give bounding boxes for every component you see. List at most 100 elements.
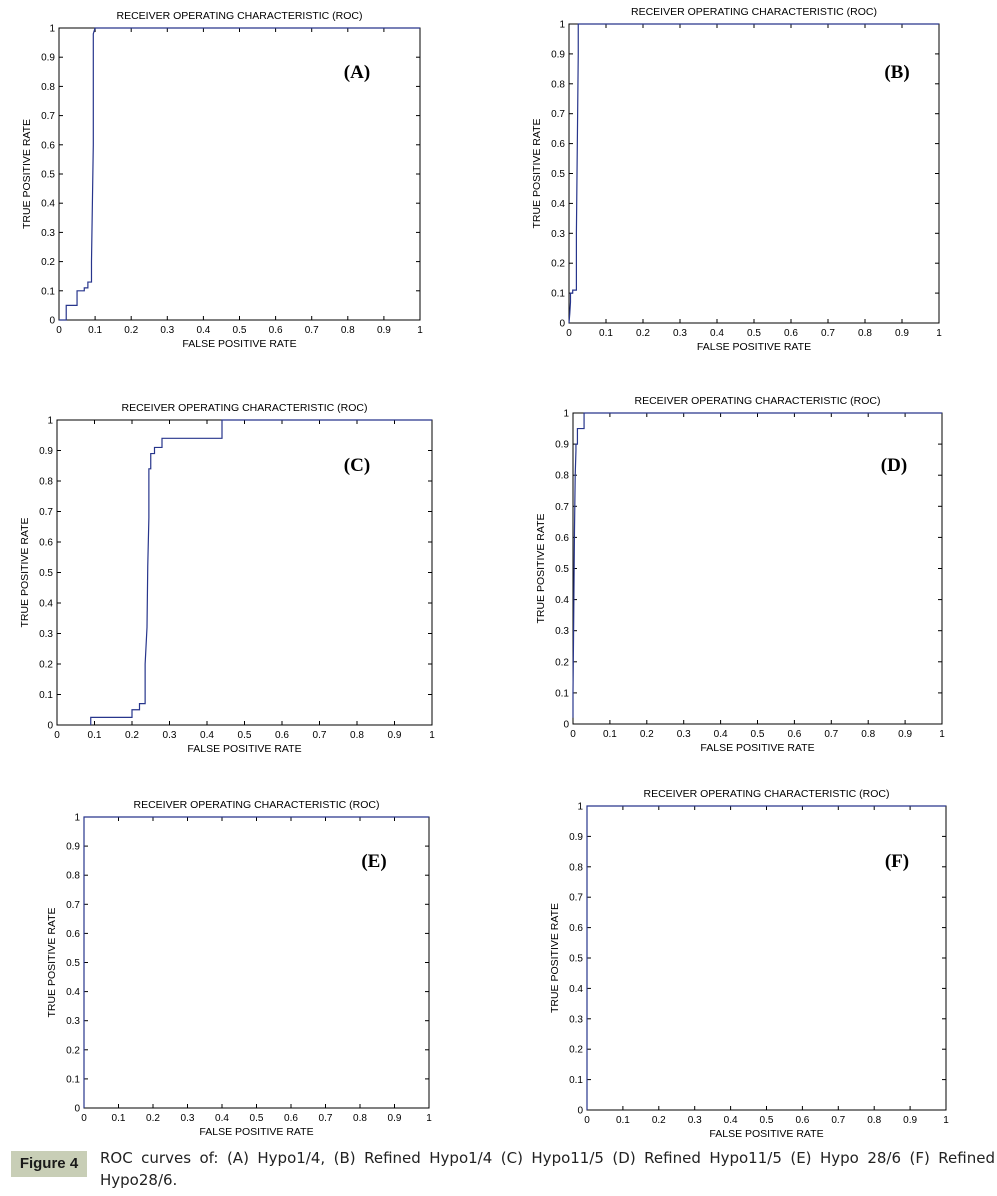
panel-e-xtick-label: 1 [426, 1113, 432, 1124]
panel-a-xtick-label: 0.4 [196, 325, 210, 336]
panel-b-xtick-label: 0.2 [636, 328, 650, 339]
panel-c-ytick-label: 0.9 [39, 446, 53, 457]
panel-c-xtick-label: 0.7 [313, 730, 327, 741]
panel-f-xtick-label: 0.6 [795, 1115, 809, 1126]
panel-b-ytick-label: 0.5 [551, 169, 565, 180]
panel-d-ytick-label: 0.5 [555, 564, 569, 575]
panel-a-ytick-label: 1 [49, 24, 55, 35]
panel-b-title: RECEIVER OPERATING CHARACTERISTIC (ROC) [631, 6, 877, 18]
panel-f-ytick-label: 0.1 [569, 1075, 583, 1086]
panel-c-ytick-label: 0.3 [39, 629, 53, 640]
panel-b-xtick-label: 1 [936, 328, 942, 339]
panel-d-xtick-label: 0.5 [751, 729, 765, 740]
panel-e-ytick-label: 0.1 [66, 1074, 80, 1085]
panel-a-xtick-label: 1 [417, 325, 423, 336]
panel-f-ytick-label: 0.9 [569, 832, 583, 843]
panel-b-xlabel: FALSE POSITIVE RATE [697, 341, 811, 353]
panel-b-ytick-label: 0.4 [551, 199, 565, 210]
panel-f-xlabel: FALSE POSITIVE RATE [709, 1128, 823, 1140]
panel-e-ytick-label: 0 [74, 1104, 80, 1115]
panel-e-xlabel: FALSE POSITIVE RATE [199, 1126, 313, 1138]
panel-d-xtick-label: 0.2 [640, 729, 654, 740]
panel-a-xtick-label: 0.3 [160, 325, 174, 336]
panel-a-xtick-label: 0.6 [269, 325, 283, 336]
panel-c-xtick-label: 0.2 [125, 730, 139, 741]
panel-a-ytick-label: 0.7 [41, 111, 55, 122]
panel-c-ytick-label: 0.7 [39, 507, 53, 518]
panel-d-xtick-label: 1 [939, 729, 945, 740]
panel-d-ytick-label: 1 [563, 409, 569, 420]
panel-e-ylabel: TRUE POSITIVE RATE [46, 907, 58, 1017]
panel-c-ytick-label: 1 [47, 416, 53, 427]
panel-e-roc-curve [83, 816, 429, 1108]
panel-b-ytick-label: 0.7 [551, 109, 565, 120]
panel-f-ytick-label: 0.8 [569, 862, 583, 873]
panel-b-xtick-label: 0.1 [599, 328, 613, 339]
panel-c-ytick-label: 0 [47, 721, 53, 732]
panel-e-tag: (E) [361, 851, 386, 872]
panel-c-roc-curve [90, 419, 432, 725]
panel-a-xlabel: FALSE POSITIVE RATE [182, 338, 296, 350]
panel-c-xtick-label: 1 [429, 730, 435, 741]
panel-e-xtick-label: 0.2 [146, 1113, 160, 1124]
panel-d-title: RECEIVER OPERATING CHARACTERISTIC (ROC) [635, 395, 881, 407]
panel-a-ytick-label: 0.4 [41, 199, 55, 210]
panel-e-title: RECEIVER OPERATING CHARACTERISTIC (ROC) [134, 799, 380, 811]
figure-label-badge: Figure 4 [11, 1151, 87, 1177]
panel-f-xtick-label: 0.3 [688, 1115, 702, 1126]
figure-caption-text: ROC curves of: (A) Hypo1/4, (B) Refined … [100, 1149, 995, 1189]
panel-c-ytick-label: 0.1 [39, 690, 53, 701]
panel-b: 0 0.1 0.2 0.3 0.4 0.5 0.6 0.7 0.8 0.9 1 0 0.1 0.2 0.3 0… [531, 6, 942, 353]
panel-f-ytick-label: 0.5 [569, 954, 583, 965]
panel-b-ytick-label: 0 [559, 319, 565, 330]
panel-e-ytick-label: 0.8 [66, 871, 80, 882]
panel-d-ytick-label: 0.2 [555, 657, 569, 668]
panel-f: 0 0.1 0.2 0.3 0.4 0.5 0.6 0.7 0.8 0.9 1 0 0.1 0.2 0.3 0… [549, 788, 949, 1140]
panel-e-ytick-label: 0.9 [66, 842, 80, 853]
panel-a-ytick-label: 0 [49, 316, 55, 327]
panel-d-tag: (D) [881, 455, 907, 476]
panel-f-xtick-label: 0 [584, 1115, 590, 1126]
panel-f-xtick-label: 0.8 [867, 1115, 881, 1126]
panel-a-ytick-label: 0.6 [41, 140, 55, 151]
panel-c-tag: (C) [344, 455, 370, 476]
panel-b-ytick-label: 0.2 [551, 259, 565, 270]
panel-c-xtick-label: 0.6 [275, 730, 289, 741]
panel-f-ytick-label: 0.3 [569, 1014, 583, 1025]
panel-d-xtick-label: 0.7 [824, 729, 838, 740]
panel-d-xtick-label: 0.3 [677, 729, 691, 740]
panel-f-title: RECEIVER OPERATING CHARACTERISTIC (ROC) [644, 788, 890, 800]
panel-f-xtick-label: 0.4 [724, 1115, 738, 1126]
panel-f-ytick-label: 0.6 [569, 923, 583, 934]
panel-c-ytick-label: 0.4 [39, 599, 53, 610]
panel-a-xtick-label: 0.7 [305, 325, 319, 336]
panel-c-ylabel: TRUE POSITIVE RATE [19, 517, 31, 627]
panel-a-ytick-label: 0.2 [41, 257, 55, 268]
panel-a-title: RECEIVER OPERATING CHARACTERISTIC (ROC) [117, 10, 363, 22]
panel-d-ytick-label: 0.4 [555, 595, 569, 606]
panel-e-xtick-label: 0.9 [388, 1113, 402, 1124]
panel-b-ytick-label: 0.3 [551, 229, 565, 240]
panel-c-xtick-label: 0 [54, 730, 60, 741]
panel-e-xtick-label: 0.5 [250, 1113, 264, 1124]
panel-a-tag: (A) [344, 62, 370, 83]
panel-d: 0 0.1 0.2 0.3 0.4 0.5 0.6 0.7 0.8 0.9 1 0 0.1 0.2 0.3 0… [535, 395, 945, 754]
roc-figure: 0 0.1 0.2 0.3 0.4 0.5 0.6 0.7 0.8 0.9 1 0 0.1 0.2 0.3 0… [19, 6, 949, 1140]
panel-b-xtick-label: 0.8 [858, 328, 872, 339]
panel-d-xtick-label: 0.6 [787, 729, 801, 740]
panel-f-xtick-label: 0.9 [903, 1115, 917, 1126]
panel-d-ytick-label: 0.7 [555, 502, 569, 513]
panel-c-xlabel: FALSE POSITIVE RATE [187, 743, 301, 755]
panel-b-ytick-label: 0.9 [551, 49, 565, 60]
panel-f-ytick-label: 0 [577, 1106, 583, 1117]
panel-a-ytick-label: 0.3 [41, 228, 55, 239]
panel-d-xtick-label: 0.1 [603, 729, 617, 740]
panel-a-xtick-label: 0.1 [88, 325, 102, 336]
panel-f-xtick-label: 0.2 [652, 1115, 666, 1126]
panel-d-ytick-label: 0.1 [555, 688, 569, 699]
panel-d-ytick-label: 0.9 [555, 440, 569, 451]
panel-c-ytick-label: 0.6 [39, 538, 53, 549]
panel-e-xtick-label: 0.1 [112, 1113, 126, 1124]
panel-d-ytick-label: 0 [563, 720, 569, 731]
panel-f-tag: (F) [885, 851, 909, 872]
